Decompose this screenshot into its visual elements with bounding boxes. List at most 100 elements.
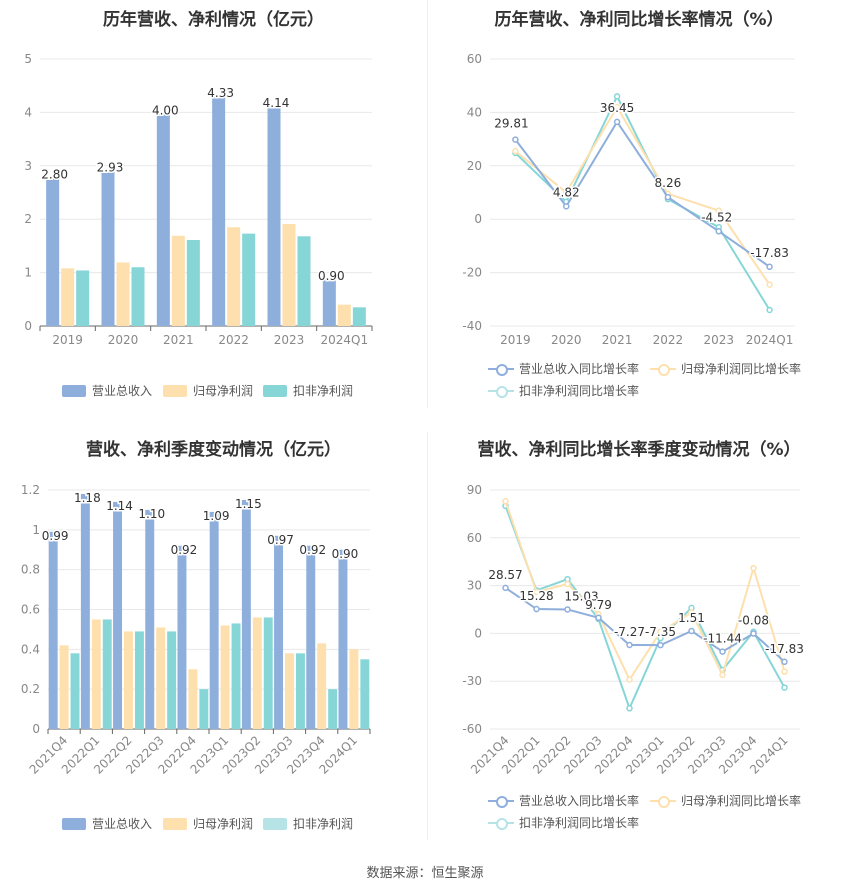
legend-revenue[interactable]: 营业总收入 <box>62 382 152 399</box>
bar <box>80 493 90 729</box>
data-label: 1.15 <box>235 497 262 511</box>
x-tick-label: 2020 <box>551 333 582 347</box>
data-label: 4.82 <box>553 185 580 199</box>
series-line <box>504 500 786 682</box>
series-point <box>781 658 788 666</box>
bar <box>61 268 75 326</box>
legend-line-marker <box>650 363 676 376</box>
y-tick-label: 0.2 <box>21 682 40 696</box>
legend-parent-profit[interactable]: 归母净利润 <box>163 382 253 399</box>
legend-label: 扣非净利润 <box>293 817 354 831</box>
legend-line-marker <box>488 385 514 398</box>
series-point <box>502 497 509 505</box>
y-tick-label: 1 <box>24 266 32 280</box>
data-label: 0.90 <box>332 547 359 561</box>
legend-swatch <box>263 384 287 397</box>
bar <box>352 307 366 326</box>
bar <box>124 631 133 729</box>
legend-revenue-growth[interactable]: 营业总收入同比增长率 <box>488 360 639 377</box>
series-point <box>664 193 672 201</box>
legend-parent-profit-growth[interactable]: 归母净利润同比增长率 <box>650 792 801 809</box>
series-line <box>514 120 771 268</box>
legend-nonrecurring-profit[interactable]: 扣非净利润 <box>263 815 353 832</box>
data-label: 4.14 <box>263 96 290 110</box>
bar <box>171 235 185 326</box>
y-tick-label: 1.2 <box>21 483 40 497</box>
legend-label: 扣非净利润同比增长率 <box>519 384 640 398</box>
panel-divider-bottom <box>427 432 428 840</box>
bar <box>322 277 336 326</box>
legend-line-marker <box>488 817 514 830</box>
bar <box>263 617 273 729</box>
bar <box>252 617 262 729</box>
x-tick-label: 2024Q1 <box>321 333 369 347</box>
bar <box>116 262 130 326</box>
series-point <box>502 584 509 592</box>
data-label: 2.80 <box>41 167 68 181</box>
series-point <box>715 228 722 235</box>
chart-legend: 营业总收入同比增长率 归母净利润同比增长率 扣非净利润同比增长率 <box>428 360 850 400</box>
y-tick-label: -20 <box>462 266 482 280</box>
legend-nonrecurring-profit-growth[interactable]: 扣非净利润同比增长率 <box>488 814 639 831</box>
chart-title: 营收、净利季度变动情况（亿元） <box>86 440 341 460</box>
quarterly-bar-panel: 营收、净利季度变动情况（亿元） 0 0.2 0.4 0.6 0.8 1 1.2 2021Q4 2… <box>0 430 427 850</box>
series-point <box>626 705 633 712</box>
legend-parent-profit-growth[interactable]: 归母净利润同比增长率 <box>650 360 801 377</box>
series-line <box>504 505 786 712</box>
y-tick-label: 0 <box>32 722 40 736</box>
data-label: 1.14 <box>106 499 133 513</box>
data-label: 1.18 <box>74 491 101 505</box>
legend-label: 扣非净利润 <box>293 384 354 398</box>
data-label: 0.97 <box>267 533 294 547</box>
legend-nonrecurring-profit-growth[interactable]: 扣非净利润同比增长率 <box>488 382 639 399</box>
series-point <box>766 306 773 314</box>
annual-bar-panel: 历年营收、净利情况（亿元） 0 1 2 3 4 5 2019 2020 2021 2022 2023… <box>0 0 427 410</box>
y-tick-label: 60 <box>467 531 482 545</box>
x-tick-label: 2020 <box>108 333 139 347</box>
legend-line-marker <box>488 363 514 376</box>
chart-title: 营收、净利同比增长率季度变动情况（%） <box>477 440 801 460</box>
series-point <box>626 676 633 683</box>
data-label: -11.44 <box>703 632 742 646</box>
bar <box>156 627 166 729</box>
y-tick-label: 5 <box>24 52 32 66</box>
series-point <box>563 203 570 210</box>
series-point <box>766 281 773 288</box>
legend-revenue-growth[interactable]: 营业总收入同比增长率 <box>488 792 639 809</box>
series-point <box>781 684 788 691</box>
bar <box>101 169 115 326</box>
y-tick-label: 1 <box>32 523 40 537</box>
bar <box>113 501 123 729</box>
legend-nonrecurring-profit[interactable]: 扣非净利润 <box>263 382 353 399</box>
y-tick-label: 0.8 <box>21 563 40 577</box>
y-tick-label: 0.4 <box>21 642 40 656</box>
y-tick-label: 0 <box>24 319 32 333</box>
legend-revenue[interactable]: 营业总收入 <box>62 815 152 832</box>
series-point <box>688 627 695 635</box>
series-point <box>563 189 570 196</box>
bar <box>297 236 311 326</box>
series-point <box>781 668 788 675</box>
bar <box>338 549 348 729</box>
legend-parent-profit[interactable]: 归母净利润 <box>163 815 253 832</box>
x-tick-label: 2024Q1 <box>746 333 794 347</box>
chart-title: 历年营收、净利同比增长率情况（%） <box>494 10 784 30</box>
series-point <box>719 671 726 679</box>
annual-bar-chart: 0 1 2 3 4 5 2019 2020 2021 2022 2023 2024Q1 2.80 2.93… <box>24 52 373 347</box>
y-tick-label: 30 <box>467 579 482 593</box>
bar <box>241 499 251 729</box>
data-source: 数据来源：恒生聚源 <box>366 866 484 881</box>
series-line <box>514 105 771 286</box>
bar <box>70 653 80 729</box>
series-point <box>512 136 519 143</box>
y-tick-label: 20 <box>467 159 482 173</box>
legend-swatch <box>163 817 187 830</box>
legend-label: 营业总收入同比增长率 <box>519 794 640 808</box>
bar <box>220 625 230 729</box>
bar <box>156 112 170 327</box>
bar <box>186 240 200 326</box>
bar <box>145 509 155 729</box>
bar <box>102 619 112 729</box>
series-point <box>533 588 540 596</box>
legend-swatch <box>62 817 86 830</box>
